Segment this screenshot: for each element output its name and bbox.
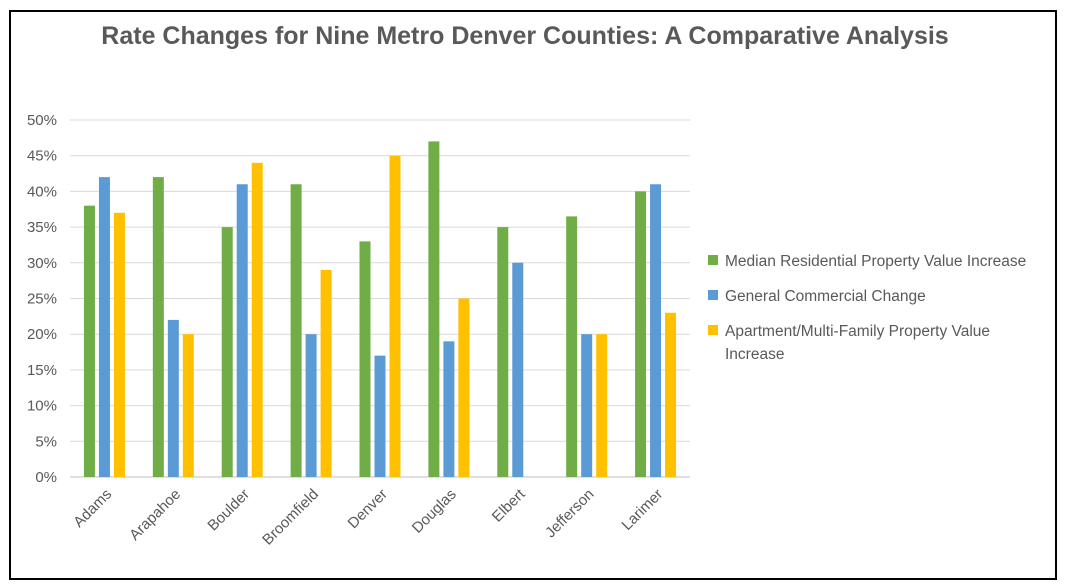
x-tick-label: Douglas [409,486,460,537]
bar [596,334,608,477]
legend-item-apartment: Apartment/Multi-Family Property Value In… [708,320,1038,366]
bar [665,312,677,477]
bar [374,355,386,477]
bar [167,319,179,477]
x-tick-label: Broomfield [259,486,322,549]
y-tick-label: 50% [27,112,57,129]
y-axis: 0% 5% 10% 15% 20% 25% 30% 35% 40% 45% 50% [27,112,57,486]
legend-item-commercial: General Commercial Change [708,285,1038,308]
y-tick-label: 5% [35,433,57,450]
chart-title: Rate Changes for Nine Metro Denver Count… [101,22,949,50]
bar [152,177,164,477]
bar [497,227,509,477]
x-axis: Adams Arapahoe Boulder Broomfield Denver Doug… [70,485,666,548]
bar [182,334,194,477]
y-tick-label: 30% [27,255,57,272]
bar [236,184,248,477]
bar [512,262,524,477]
legend-label-residential: Median Residential Property Value Increa… [725,253,1027,270]
bar [320,269,332,477]
bar [443,341,455,477]
x-tick-label: Elbert [489,485,529,525]
y-tick-label: 45% [27,148,57,165]
legend-item-residential: Median Residential Property Value Increa… [708,250,1038,273]
bar [458,298,470,477]
chart-frame [9,10,1057,580]
bar [290,184,302,477]
legend-swatch-apartment [708,325,718,335]
x-tick-label: Jefferson [542,486,597,541]
y-tick-label: 15% [27,362,57,379]
x-tick-label: Adams [70,486,115,531]
bar [221,227,233,477]
bar [428,141,440,478]
y-tick-label: 35% [27,219,57,236]
legend-swatch-residential [708,255,718,265]
chart-legend: Median Residential Property Value Increa… [708,250,1038,378]
legend-label-apartment: Apartment/Multi-Family Property Value In… [725,323,991,363]
x-tick-label: Larimer [618,486,666,534]
bar [581,334,593,477]
y-tick-label: 0% [35,469,57,486]
legend-label-commercial: General Commercial Change [725,288,926,305]
x-tick-label: Arapahoe [126,486,184,544]
x-tick-label: Boulder [204,486,253,535]
bar [251,162,263,477]
x-tick-label: Denver [345,486,391,532]
legend-swatch-commercial [708,290,718,300]
bar [305,334,317,477]
bar [113,212,125,477]
bar [359,241,371,477]
bars [83,141,677,478]
bar [635,191,647,477]
bar [83,205,95,477]
y-tick-label: 25% [27,291,57,308]
y-tick-label: 40% [27,183,57,200]
bar [98,177,110,477]
y-tick-label: 10% [27,398,57,415]
bar [650,184,662,477]
bar [566,216,578,477]
y-tick-label: 20% [27,326,57,343]
bar [389,155,401,477]
